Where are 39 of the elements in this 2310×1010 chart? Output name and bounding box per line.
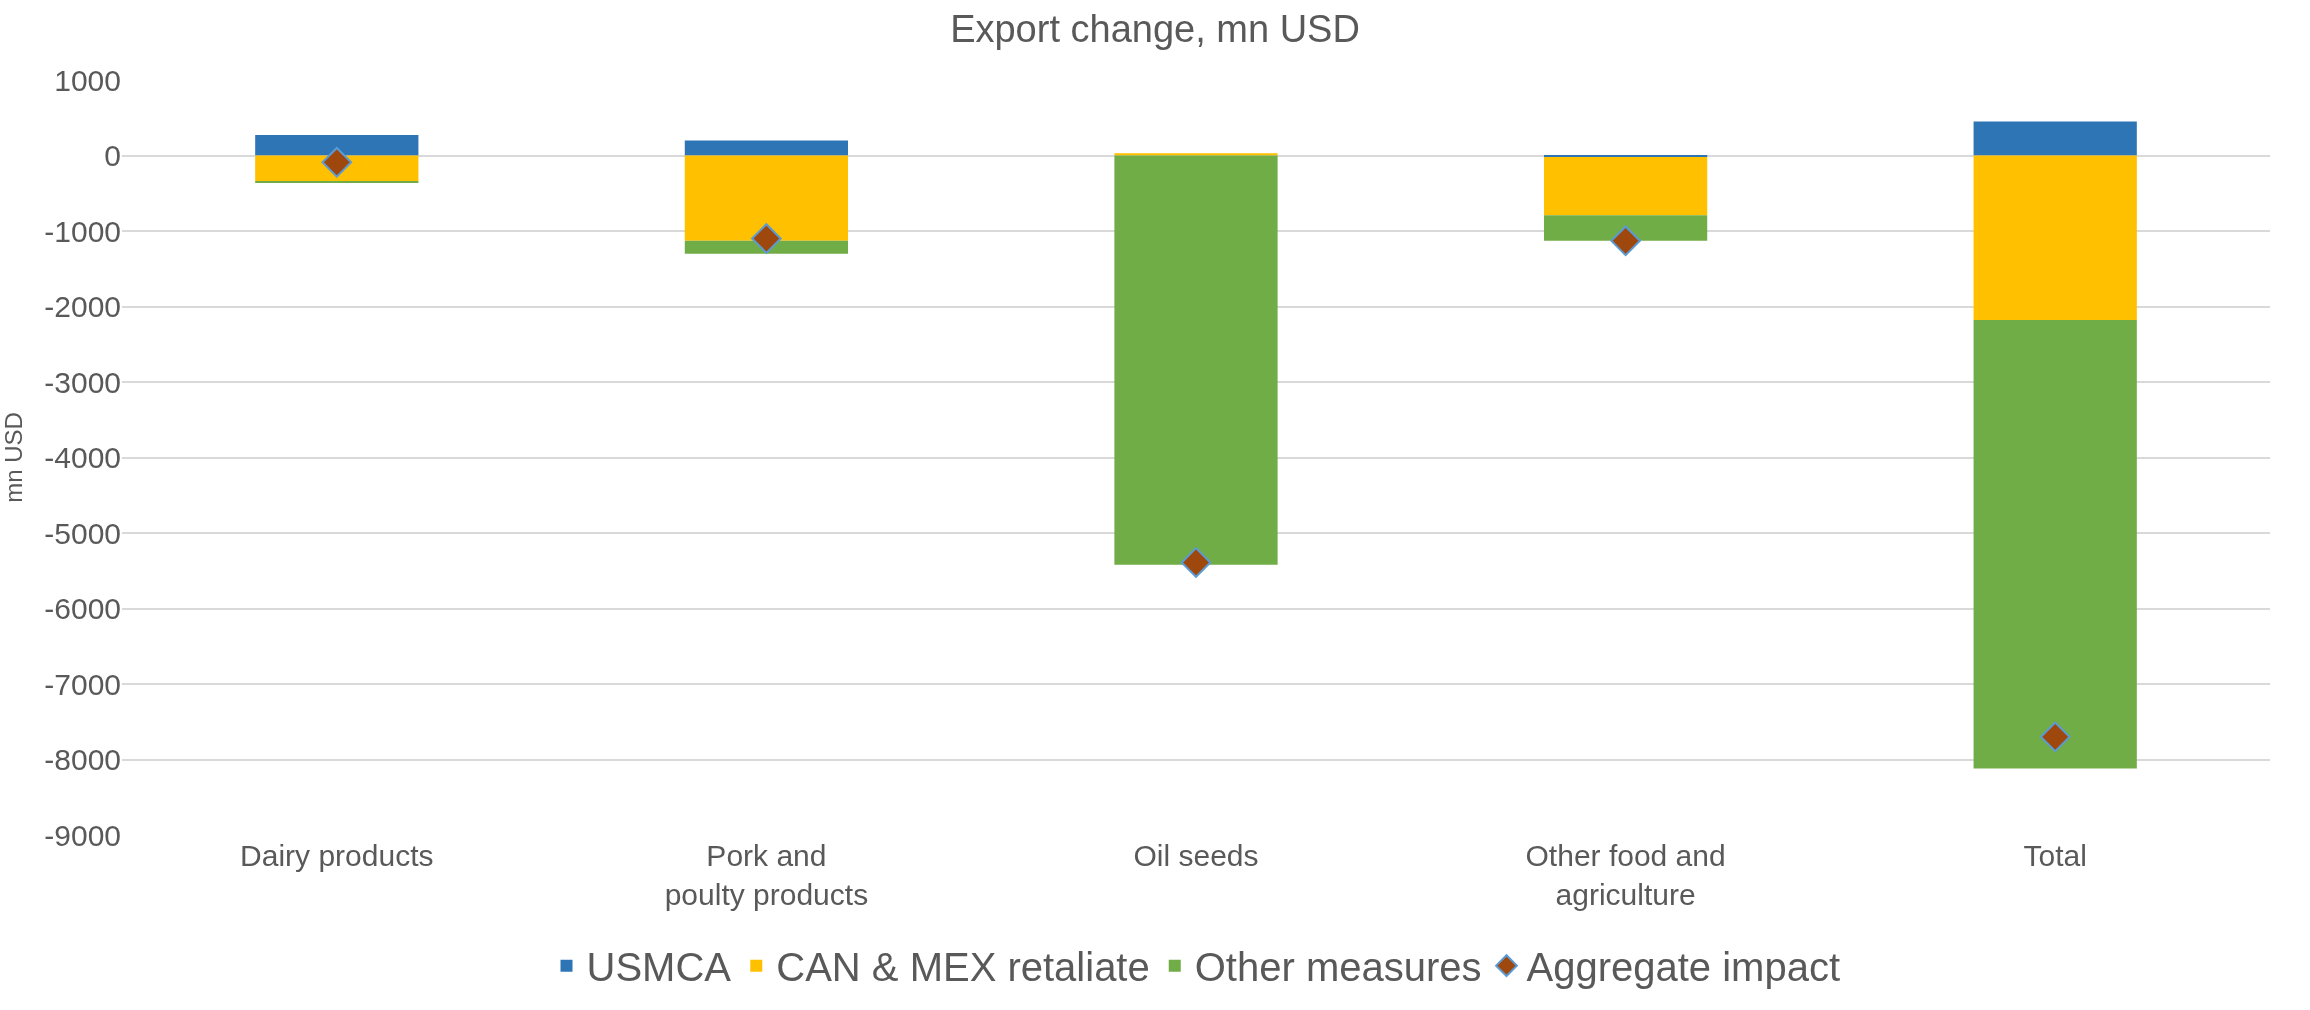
x-tick-label: Oil seeds [1133,839,1259,872]
point [2039,721,2071,753]
y-tick-label: -2000 [44,290,121,323]
bar [1973,121,2137,156]
bar [684,155,849,241]
y-tick-label: -1000 [44,214,121,248]
bar [1114,155,1278,565]
bar [1973,155,2137,321]
legend-label: Other measures [1194,945,1482,990]
bar [1543,157,1708,216]
bar [1543,215,1708,241]
bar [1114,153,1278,156]
y-tick-label: 1000 [54,63,121,97]
bar [684,240,849,254]
point [1180,547,1212,578]
legend-label: Aggregate impact [1526,945,1841,990]
bar [1543,155,1708,158]
point [1610,225,1641,257]
x-tick-label: Dairy products [240,839,434,872]
y-tick-label: 0 [104,139,121,172]
y-tick-label: -9000 [44,818,121,852]
bar [255,135,419,156]
y-axis-title: mn USD [0,412,27,503]
y-tick-label: -8000 [44,743,121,776]
x-tick-label: Other food and agriculture [1525,839,1726,911]
chart-title: Export change, mn USD [950,7,1360,50]
bar [684,140,849,156]
y-tick-label: -4000 [44,441,121,474]
x-tick-label: Total [2023,839,2087,872]
point [321,147,353,178]
legend-label: USMCA [586,945,732,990]
point [751,223,782,254]
y-tick-label: -7000 [44,667,121,701]
y-tick-label: -6000 [44,592,121,625]
bar [1973,320,2137,769]
legend-label: CAN & MEX retaliate [776,945,1150,990]
x-tick-label: Pork and poulty products [664,839,869,911]
y-tick-label: -5000 [44,516,121,550]
y-tick-label: -3000 [44,365,121,399]
